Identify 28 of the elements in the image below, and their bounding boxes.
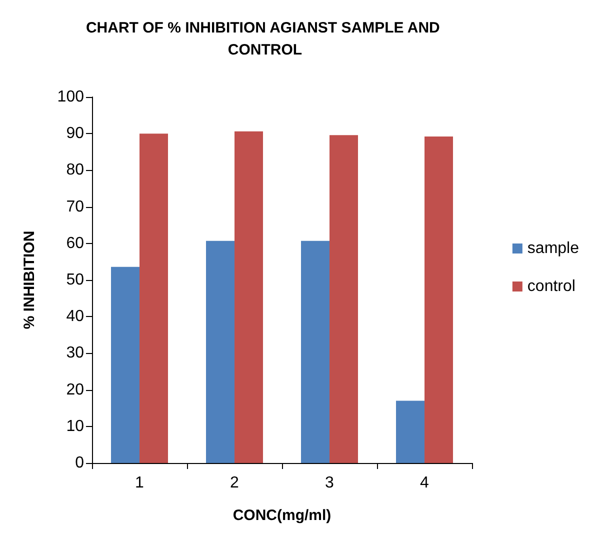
legend-label: control (527, 278, 576, 295)
bar (396, 400, 424, 463)
x-tick-label: 2 (230, 474, 240, 492)
x-tick-label: 1 (135, 474, 144, 492)
bar (301, 240, 330, 463)
y-axis-title: % INHIBITION (21, 230, 38, 330)
y-tick-label: 100 (57, 88, 84, 106)
y-tick-label: 50 (66, 272, 84, 288)
legend-label: sample (527, 240, 580, 257)
y-tick-label: 0 (75, 454, 84, 472)
y-tick-label: 30 (66, 344, 84, 362)
bar (206, 240, 234, 463)
y-tick-label: 10 (66, 418, 84, 435)
bar (140, 134, 168, 463)
chart-title: CHART OF % INHIBITION AGIANST SAMPLE AND CONTROL (86, 20, 444, 58)
y-tick-label: 40 (66, 308, 84, 326)
bar (111, 266, 140, 463)
x-tick-label: 4 (420, 474, 430, 492)
x-tick-label: 3 (325, 474, 334, 492)
x-axis-title: CONC(mg/ml) (232, 507, 332, 524)
y-tick-label: 90 (66, 125, 84, 142)
y-tick-label: 80 (66, 162, 84, 179)
bar (424, 136, 453, 463)
bar (234, 131, 263, 463)
y-tick-label: 60 (66, 234, 84, 252)
bar (330, 135, 358, 463)
y-tick-label: 20 (66, 381, 84, 398)
y-tick-label: 70 (66, 198, 84, 216)
